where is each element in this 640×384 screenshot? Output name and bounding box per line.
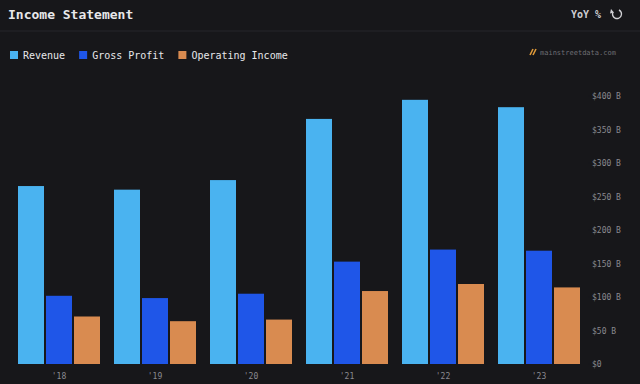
bar [74,316,100,364]
legend-swatch [10,51,18,59]
legend: Revenue Gross Profit Operating Income [10,50,288,61]
tick-mark [588,297,590,298]
y-tick-label: $150 B [592,260,621,269]
bar [238,294,264,364]
bar [362,291,388,364]
y-tick-label: $250 B [592,193,621,202]
tick-mark [588,129,590,130]
watermark: mainstreetdata.com [530,49,616,57]
yoy-toggle[interactable]: YoY % [571,9,601,20]
x-tick-label: '23 [532,372,547,381]
bar [526,251,552,364]
legend-swatch [178,51,186,59]
bar [210,180,236,364]
y-tick-label: $350 B [592,126,621,135]
bar [18,186,44,364]
y-axis: $0 $50 B $100 B $150 B $200 B $250 B $300 B $35… [588,92,621,369]
legend-label: Operating Income [191,50,287,61]
y-tick-label: $50 B [592,327,616,336]
x-tick-label: '21 [340,372,355,381]
header-divider [0,31,640,32]
bar [306,119,332,364]
chart: Income Statement YoY % mainstreetdata.com R… [0,0,640,384]
y-tick-label: $200 B [592,226,621,235]
tick-mark [588,364,590,365]
y-tick-label: $300 B [592,159,621,168]
legend-label: Revenue [23,50,65,61]
watermark-logo [530,49,536,55]
tick-mark [588,230,590,231]
chart-root: Income Statement YoY % mainstreetdata.com R… [0,0,640,384]
tick-mark [588,196,590,197]
refresh-arrow [610,9,614,14]
bar [334,262,360,364]
x-tick-label: '20 [244,372,259,381]
bars [18,100,580,364]
bar [498,107,524,364]
bar [554,287,580,364]
refresh-arc [613,10,622,19]
refresh-icon[interactable] [610,9,622,19]
y-tick-label: $100 B [592,293,621,302]
tick-mark [588,263,590,264]
bar [402,100,428,364]
bar [114,190,140,364]
bar [458,284,484,364]
x-tick-label: '22 [436,372,451,381]
x-tick-label: '18 [52,372,67,381]
bar [430,250,456,364]
legend-swatch [79,51,87,59]
background [0,0,640,384]
x-tick-label: '19 [148,372,163,381]
legend-label: Gross Profit [92,50,164,61]
y-tick-label: $0 [592,360,602,369]
x-axis: '18 '19 '20 '21 '22 '23 [52,372,547,381]
tick-mark [588,163,590,164]
bar [142,298,168,364]
bar [46,296,72,364]
tick-mark [588,330,590,331]
y-tick-label: $400 B [592,92,621,101]
bar [170,321,196,364]
tick-mark [588,96,590,97]
bar [266,320,292,364]
title: Income Statement [8,7,133,22]
watermark-text: mainstreetdata.com [540,49,616,57]
